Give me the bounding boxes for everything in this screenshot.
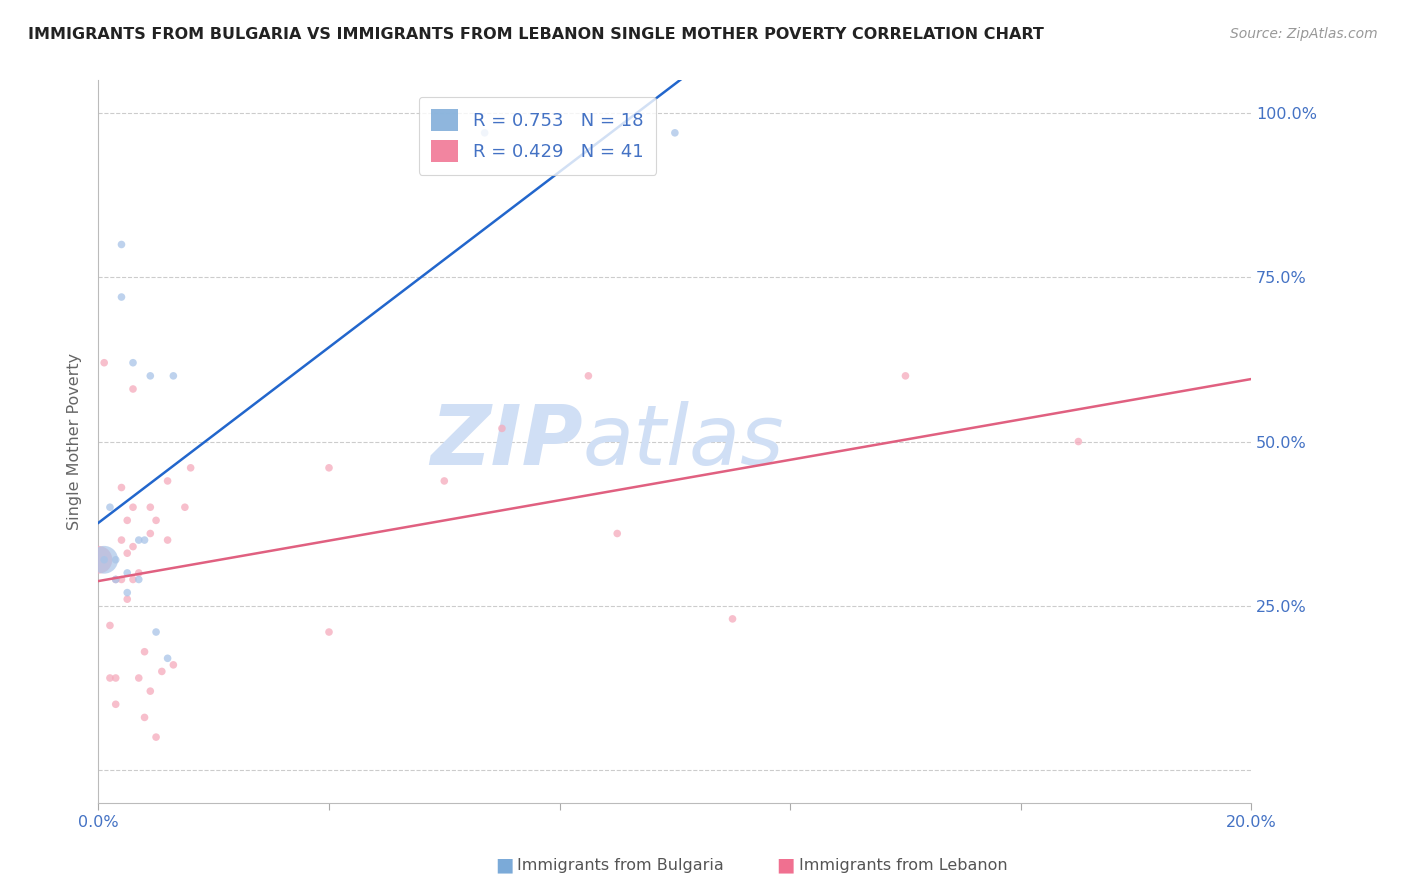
Point (110, 237, 132, 252)
Point (122, 500, 145, 515)
Point (491, 421, 513, 435)
Point (433, 474, 456, 488)
Point (110, 481, 132, 495)
Point (110, 533, 132, 547)
Point (104, 573, 127, 587)
Point (162, 657, 184, 672)
Point (606, 526, 628, 541)
Point (664, 126, 686, 140)
Point (145, 513, 167, 527)
Point (162, 368, 184, 383)
Point (117, 546, 139, 560)
Point (117, 585, 139, 599)
Legend: R = 0.753   N = 18, R = 0.429   N = 41: R = 0.753 N = 18, R = 0.429 N = 41 (419, 96, 657, 175)
Point (156, 533, 179, 547)
Text: ZIP: ZIP (430, 401, 582, 482)
Point (104, 553, 127, 567)
Point (318, 460, 340, 475)
Point (145, 625, 167, 640)
Point (122, 382, 145, 396)
Point (134, 533, 156, 547)
Y-axis label: Single Mother Poverty: Single Mother Poverty (67, 353, 83, 530)
Point (134, 645, 156, 659)
Point (1067, 434, 1090, 449)
Point (139, 526, 162, 541)
Point (721, 612, 744, 626)
Point (122, 540, 145, 554)
Point (156, 651, 179, 665)
Text: Immigrants from Lebanon: Immigrants from Lebanon (799, 858, 1007, 872)
Point (318, 625, 340, 640)
Text: Immigrants from Bulgaria: Immigrants from Bulgaria (517, 858, 724, 872)
Text: Source: ZipAtlas.com: Source: ZipAtlas.com (1230, 27, 1378, 41)
Point (150, 665, 173, 679)
Point (87, 553, 110, 567)
Point (117, 566, 139, 580)
Point (122, 573, 145, 587)
Point (93, 356, 115, 370)
Point (145, 730, 167, 744)
Point (139, 684, 162, 698)
Point (128, 566, 150, 580)
Point (122, 356, 145, 370)
Point (134, 710, 156, 724)
Point (174, 500, 197, 515)
Point (117, 592, 139, 607)
Point (93, 553, 115, 567)
Point (128, 671, 150, 685)
Text: atlas: atlas (582, 401, 785, 482)
Point (104, 698, 127, 712)
Point (110, 573, 132, 587)
Text: IMMIGRANTS FROM BULGARIA VS IMMIGRANTS FROM LEBANON SINGLE MOTHER POVERTY CORREL: IMMIGRANTS FROM BULGARIA VS IMMIGRANTS F… (28, 27, 1045, 42)
Point (98, 500, 121, 515)
Point (104, 671, 127, 685)
Point (180, 460, 202, 475)
Point (110, 290, 132, 304)
Point (104, 573, 127, 587)
Point (139, 368, 162, 383)
Point (117, 513, 139, 527)
Point (93, 553, 115, 567)
Point (474, 126, 496, 140)
Point (128, 573, 150, 587)
Text: ■: ■ (776, 855, 794, 875)
Point (98, 618, 121, 632)
Point (156, 474, 179, 488)
Text: ■: ■ (495, 855, 513, 875)
Point (98, 671, 121, 685)
Point (139, 500, 162, 515)
Point (578, 368, 600, 383)
Point (128, 533, 150, 547)
Point (894, 368, 917, 383)
